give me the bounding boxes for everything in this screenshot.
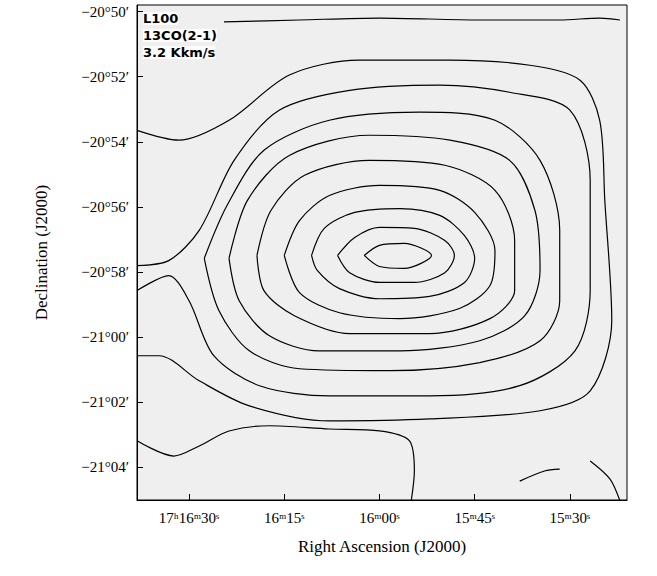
svg-text:Right Ascension (J2000): Right Ascension (J2000) — [298, 537, 466, 556]
svg-text:3.2 Kkm/s: 3.2 Kkm/s — [143, 45, 216, 60]
svg-text:16ᵐ00ˢ: 16ᵐ00ˢ — [359, 510, 400, 526]
svg-text:−21°02′: −21°02′ — [81, 394, 129, 410]
svg-text:−20°58′: −20°58′ — [81, 264, 129, 280]
svg-text:15ᵐ30ˢ: 15ᵐ30ˢ — [550, 510, 591, 526]
svg-text:17ʰ16ᵐ30ˢ: 17ʰ16ᵐ30ˢ — [159, 510, 219, 526]
svg-text:15ᵐ45ˢ: 15ᵐ45ˢ — [454, 510, 495, 526]
svg-text:13CO(2-1): 13CO(2-1) — [143, 28, 217, 43]
svg-text:L100: L100 — [143, 11, 178, 26]
svg-text:−20°50′: −20°50′ — [81, 4, 129, 20]
svg-text:16ᵐ15ˢ: 16ᵐ15ˢ — [264, 510, 305, 526]
svg-text:Declination (J2000): Declination (J2000) — [32, 185, 51, 321]
svg-text:−20°56′: −20°56′ — [81, 199, 129, 215]
svg-text:−21°00′: −21°00′ — [81, 329, 129, 345]
svg-text:−20°52′: −20°52′ — [81, 69, 129, 85]
svg-text:−20°54′: −20°54′ — [81, 134, 129, 150]
svg-text:−21°04′: −21°04′ — [81, 459, 129, 475]
